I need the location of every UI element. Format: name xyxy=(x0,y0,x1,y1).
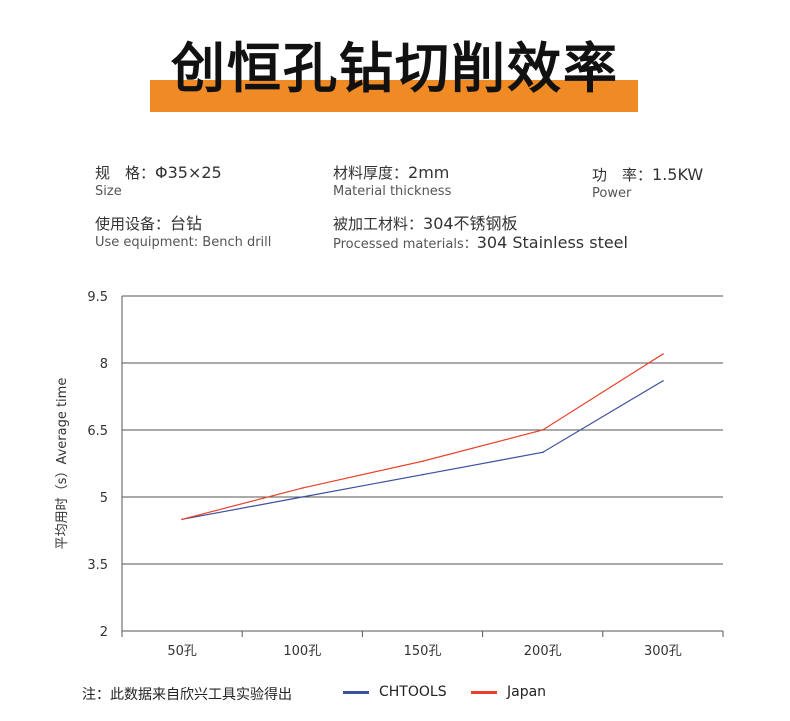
y-tick-label: 8 xyxy=(100,357,108,372)
y-tick-label: 5 xyxy=(100,491,108,506)
spec-material-value: 304不锈钢板 xyxy=(423,214,518,233)
x-tick-label: 150孔 xyxy=(404,644,442,659)
y-tick-label: 6.5 xyxy=(87,424,108,439)
spec-power: 功 率：1.5KW Power xyxy=(592,165,703,203)
data-point-chtools xyxy=(301,496,304,498)
spec-equipment-label-en: Use equipment: Bench drill xyxy=(95,235,272,250)
footer: 注：此数据来自欣兴工具实验得出 CHTOOLS Japan xyxy=(0,684,790,708)
legend-label-japan: Japan xyxy=(507,684,547,700)
y-tick-label: 2 xyxy=(100,625,108,640)
legend-swatch-chtools xyxy=(343,690,369,694)
title-highlight-bar xyxy=(150,80,638,112)
spec-thickness-label-en: Material thickness xyxy=(333,184,452,199)
legend-item-chtools: CHTOOLS xyxy=(343,684,447,700)
x-tick-label: 200孔 xyxy=(524,644,562,659)
footer-note: 注：此数据来自欣兴工具实验得出 xyxy=(82,687,292,703)
spec-thickness-label: 材料厚度： xyxy=(333,164,409,182)
data-point-japan xyxy=(301,487,304,489)
spec-power-label: 功 率： xyxy=(592,166,653,184)
x-tick-label: 100孔 xyxy=(283,644,321,659)
spec-material-value-en: 304 Stainless steel xyxy=(476,233,628,252)
spec-equipment-label: 使用设备： xyxy=(95,215,171,233)
y-tick-label: 9.5 xyxy=(87,290,108,305)
x-tick-label: 50孔 xyxy=(167,644,197,659)
spec-equipment: 使用设备：台钻 Use equipment: Bench drill xyxy=(95,214,271,252)
series-line-chtools xyxy=(181,380,664,520)
spec-equipment-value: 台钻 xyxy=(170,214,203,233)
data-point-japan xyxy=(421,460,424,463)
page-title: 创恒孔钻切削效率 xyxy=(171,37,619,100)
data-point-japan xyxy=(541,429,544,431)
series-line-japan xyxy=(181,353,664,520)
spec-thickness-value: 2mm xyxy=(408,163,450,182)
data-point-japan xyxy=(181,518,183,521)
spec-size: 规 格：Φ35×25 Size xyxy=(95,163,222,201)
data-point-chtools xyxy=(541,451,544,454)
spec-power-label-en: Power xyxy=(592,186,632,201)
data-point-chtools xyxy=(421,473,424,476)
spec-size-label-en: Size xyxy=(95,184,122,199)
spec-power-value: 1.5KW xyxy=(652,165,704,184)
title-area: 创恒孔钻切削效率 xyxy=(0,0,790,130)
spec-material-label: 被加工材料： xyxy=(333,215,424,233)
line-chart: 9.5 8 6.5 5 3.5 2 50孔 100孔 150孔 200孔 300孔 平均用时（s）Av… xyxy=(55,290,724,659)
spec-material-label-en: Processed materials： xyxy=(333,237,477,252)
spec-thickness: 材料厚度：2mm Material thickness xyxy=(333,163,451,201)
data-point-chtools xyxy=(662,380,664,382)
legend-item-japan: Japan xyxy=(471,684,546,700)
y-tick-label: 3.5 xyxy=(87,558,108,573)
spec-size-value: Φ35×25 xyxy=(155,163,222,182)
x-tick-label: 300孔 xyxy=(644,644,682,659)
spec-size-label: 规 格： xyxy=(95,164,156,182)
data-point-japan xyxy=(662,353,664,355)
y-axis-title: 平均用时（s）Average time xyxy=(55,378,70,550)
legend-swatch-japan xyxy=(471,690,497,694)
legend-label-chtools: CHTOOLS xyxy=(379,684,447,700)
spec-material: 被加工材料：304不锈钢板 Processed materials：304 St… xyxy=(333,214,628,254)
